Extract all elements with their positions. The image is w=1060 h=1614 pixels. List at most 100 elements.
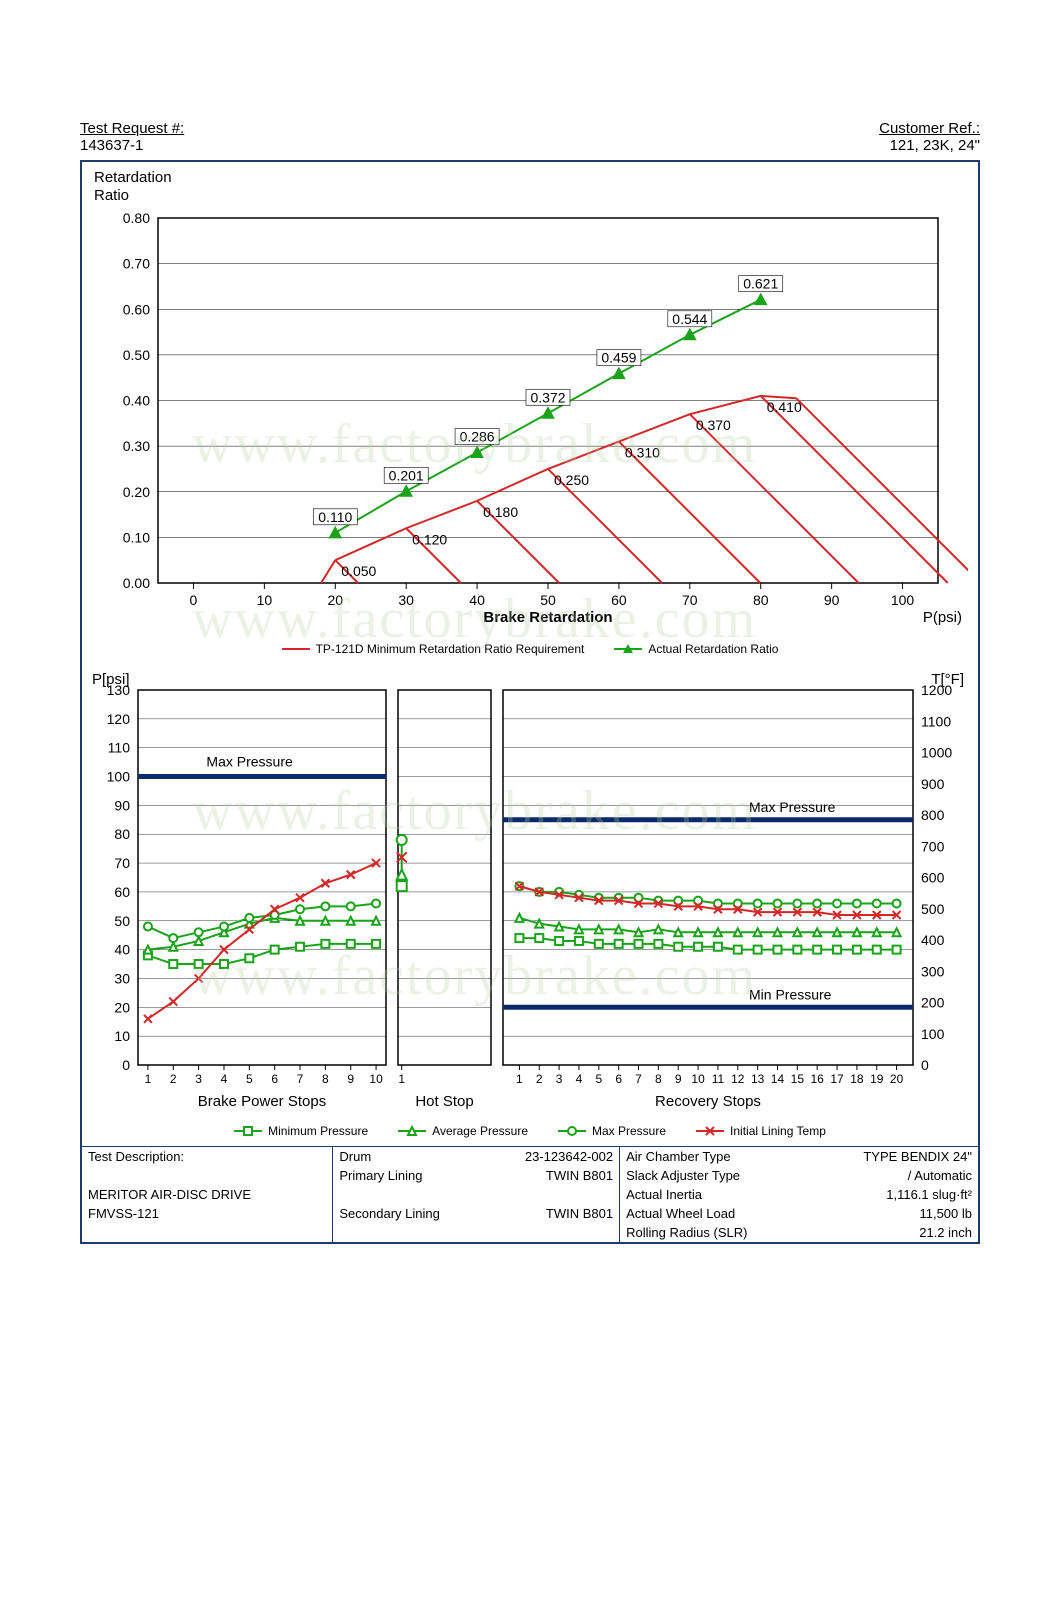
svg-text:0.201: 0.201 — [389, 467, 424, 483]
svg-text:Max Pressure: Max Pressure — [749, 799, 836, 815]
header-left: Test Request #: 143637-1 — [80, 120, 184, 154]
svg-text:0.110: 0.110 — [318, 509, 352, 525]
svg-text:80: 80 — [753, 592, 769, 608]
svg-text:100: 100 — [921, 1026, 945, 1042]
info-cell: Actual Inertia1,116.1 slug·ft² — [620, 1185, 978, 1204]
svg-text:18: 18 — [850, 1072, 864, 1086]
svg-text:0.00: 0.00 — [123, 575, 150, 591]
legend-item: Average Pressure — [398, 1124, 528, 1138]
svg-text:60: 60 — [611, 592, 627, 608]
svg-text:0.60: 0.60 — [123, 301, 150, 317]
svg-text:10: 10 — [114, 1028, 130, 1044]
svg-text:0.30: 0.30 — [123, 438, 150, 454]
test-request-value: 143637-1 — [80, 137, 184, 154]
info-cell: MERITOR AIR-DISC DRIVE — [82, 1185, 333, 1204]
svg-text:0.180: 0.180 — [483, 504, 518, 520]
svg-text:13: 13 — [751, 1072, 765, 1086]
svg-text:1: 1 — [145, 1072, 152, 1086]
svg-text:20: 20 — [890, 1072, 904, 1086]
svg-text:0.410: 0.410 — [767, 399, 802, 415]
legend-tp121d: TP-121D Minimum Retardation Ratio Requir… — [282, 642, 585, 656]
test-info-table: Test Description:Drum23-123642-002Air Ch… — [82, 1146, 978, 1242]
customer-ref-value: 121, 23K, 24" — [879, 137, 980, 154]
svg-text:30: 30 — [398, 592, 414, 608]
svg-text:4: 4 — [221, 1072, 228, 1086]
header: Test Request #: 143637-1 Customer Ref.: … — [80, 120, 980, 154]
svg-text:0.286: 0.286 — [460, 429, 495, 445]
svg-text:40: 40 — [114, 942, 130, 958]
svg-text:1000: 1000 — [921, 745, 952, 761]
svg-text:17: 17 — [830, 1072, 844, 1086]
svg-text:80: 80 — [114, 826, 130, 842]
svg-text:4: 4 — [576, 1072, 583, 1086]
info-cell: Rolling Radius (SLR)21.2 inch — [620, 1223, 978, 1242]
legend-item: Minimum Pressure — [234, 1124, 368, 1138]
svg-text:3: 3 — [195, 1072, 202, 1086]
svg-text:12: 12 — [731, 1072, 745, 1086]
info-cell: Drum23-123642-002 — [333, 1147, 620, 1167]
svg-text:0: 0 — [921, 1057, 929, 1073]
svg-text:0.40: 0.40 — [123, 393, 150, 409]
svg-text:14: 14 — [771, 1072, 785, 1086]
info-cell — [82, 1166, 333, 1185]
info-cell — [333, 1223, 620, 1242]
svg-text:10: 10 — [369, 1072, 383, 1086]
svg-text:5: 5 — [246, 1072, 253, 1086]
svg-text:0: 0 — [190, 592, 198, 608]
info-cell: Primary LiningTWIN B801 — [333, 1166, 620, 1185]
svg-text:1: 1 — [516, 1072, 523, 1086]
svg-text:19: 19 — [870, 1072, 884, 1086]
svg-text:7: 7 — [297, 1072, 304, 1086]
svg-text:2: 2 — [536, 1072, 543, 1086]
svg-text:15: 15 — [791, 1072, 805, 1086]
legend-item: Max Pressure — [558, 1124, 666, 1138]
svg-text:0.310: 0.310 — [625, 445, 660, 461]
svg-text:200: 200 — [921, 995, 945, 1011]
svg-text:600: 600 — [921, 870, 945, 886]
svg-text:700: 700 — [921, 838, 945, 854]
svg-text:6: 6 — [271, 1072, 278, 1086]
bottom-legend: Minimum Pressure Average Pressure Max Pres… — [82, 1120, 978, 1146]
svg-text:7: 7 — [635, 1072, 642, 1086]
legend-label: Minimum Pressure — [268, 1124, 368, 1138]
top-legend: TP-121D Minimum Retardation Ratio Requir… — [82, 638, 978, 664]
svg-text:0.544: 0.544 — [672, 311, 707, 327]
svg-text:400: 400 — [921, 932, 945, 948]
svg-text:0.10: 0.10 — [123, 529, 150, 545]
svg-text:110: 110 — [108, 740, 131, 756]
svg-text:40: 40 — [469, 592, 485, 608]
svg-text:10: 10 — [257, 592, 273, 608]
svg-text:9: 9 — [347, 1072, 354, 1086]
svg-text:0.20: 0.20 — [123, 484, 150, 500]
svg-text:9: 9 — [675, 1072, 682, 1086]
svg-text:100: 100 — [891, 592, 915, 608]
svg-text:300: 300 — [921, 963, 945, 979]
svg-text:Min Pressure: Min Pressure — [749, 986, 832, 1002]
svg-text:P(psi): P(psi) — [923, 609, 962, 626]
svg-text:90: 90 — [824, 592, 840, 608]
svg-text:130: 130 — [107, 682, 131, 698]
svg-text:1100: 1100 — [921, 713, 951, 729]
svg-text:0.120: 0.120 — [412, 531, 447, 547]
svg-text:6: 6 — [615, 1072, 622, 1086]
svg-text:8: 8 — [655, 1072, 662, 1086]
svg-text:1: 1 — [398, 1072, 405, 1086]
svg-text:Brake Power Stops: Brake Power Stops — [198, 1093, 326, 1110]
bottom-chart-area: www.factorybrake.com www.factorybrake.co… — [82, 664, 978, 1120]
svg-text:20: 20 — [114, 999, 130, 1015]
svg-text:20: 20 — [327, 592, 343, 608]
legend-item: Initial Lining Temp — [696, 1124, 826, 1138]
svg-text:90: 90 — [114, 797, 130, 813]
svg-text:60: 60 — [114, 884, 130, 900]
info-cell: Air Chamber TypeTYPE BENDIX 24" — [620, 1147, 978, 1167]
legend-label: Initial Lining Temp — [730, 1124, 826, 1138]
legend-label: TP-121D Minimum Retardation Ratio Requir… — [316, 642, 585, 656]
svg-text:0.50: 0.50 — [123, 347, 150, 363]
svg-text:0.250: 0.250 — [554, 472, 589, 488]
svg-text:Ratio: Ratio — [94, 187, 129, 204]
svg-text:5: 5 — [595, 1072, 602, 1086]
svg-text:0.621: 0.621 — [743, 276, 778, 292]
svg-text:1200: 1200 — [921, 682, 952, 698]
svg-text:2: 2 — [170, 1072, 177, 1086]
svg-text:500: 500 — [921, 901, 945, 917]
